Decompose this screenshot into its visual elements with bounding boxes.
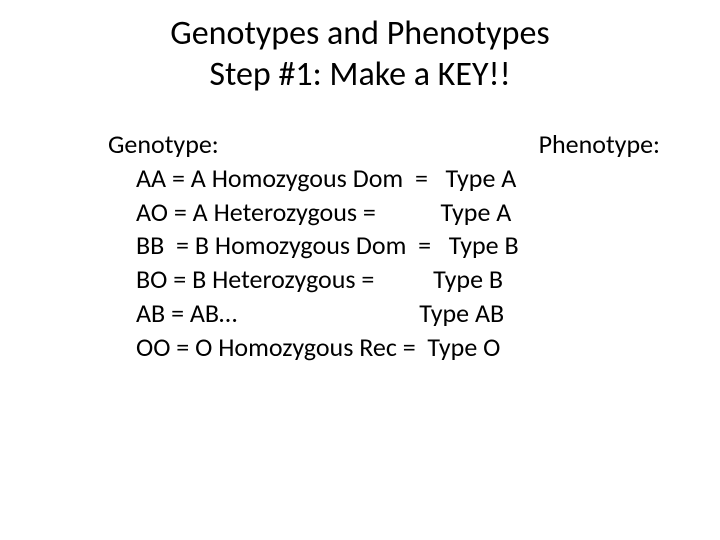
slide-title: Genotypes and Phenotypes Step #1: Make a… [0,0,720,96]
phenotype-header: Phenotype: [539,128,668,162]
key-row: OO = O Homozygous Rec = Type O [108,331,668,365]
column-headers: Genotype: Phenotype: [108,128,668,162]
key-row: BB = B Homozygous Dom = Type B [108,229,668,263]
title-line-2: Step #1: Make a KEY!! [0,55,720,96]
key-row: BO = B Heterozygous = Type B [108,263,668,297]
genotype-header: Genotype: [108,128,219,162]
key-row: AB = AB… Type AB [108,297,668,331]
slide-body: Genotype: Phenotype: AA = A Homozygous D… [108,128,668,365]
title-line-1: Genotypes and Phenotypes [0,14,720,55]
key-row: AO = A Heterozygous = Type A [108,196,668,230]
key-row: AA = A Homozygous Dom = Type A [108,162,668,196]
slide: Genotypes and Phenotypes Step #1: Make a… [0,0,720,540]
